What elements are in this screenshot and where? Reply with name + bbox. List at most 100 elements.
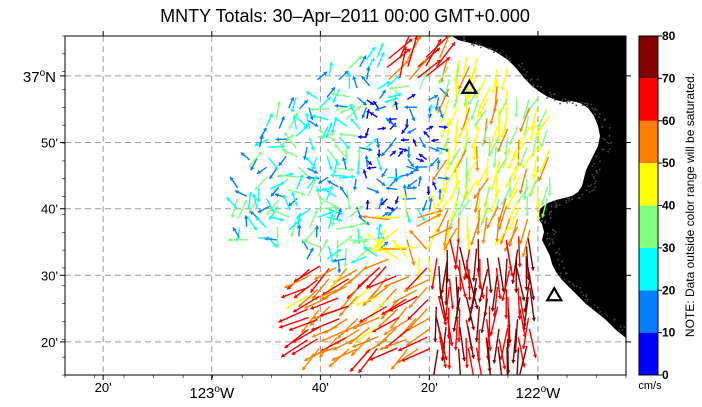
vector-shaft: [516, 347, 520, 375]
coast-dot: [544, 220, 547, 223]
plot-frame: [64, 35, 627, 376]
current-vector: [436, 187, 448, 208]
vector-head: [421, 143, 426, 148]
vector-shaft: [497, 257, 505, 293]
vector-head: [481, 240, 486, 244]
current-vector: [338, 174, 355, 180]
vector-head: [339, 109, 344, 114]
vector-head: [409, 170, 414, 175]
vector-head: [403, 147, 408, 152]
current-vector: [330, 173, 348, 178]
vector-shaft: [396, 348, 419, 364]
vector-head: [350, 367, 355, 372]
current-vector: [425, 56, 451, 77]
coast-dot: [591, 190, 593, 192]
vector-shaft: [352, 316, 380, 330]
colorbar: 0 10 20 30 40 50 60 70 80: [638, 29, 676, 382]
vector-head: [331, 137, 336, 142]
current-vector: [401, 125, 408, 135]
current-vector: [471, 136, 477, 161]
current-vector: [478, 87, 491, 110]
current-vector: [440, 99, 450, 123]
vector-head: [392, 239, 397, 244]
current-vector: [305, 156, 317, 170]
coast-dot: [607, 142, 610, 145]
vector-head: [474, 126, 479, 131]
vector-head: [298, 303, 303, 308]
colorbar-unit: cm/s: [638, 380, 662, 392]
coast-dot: [594, 113, 597, 116]
vector-shaft: [455, 186, 461, 207]
vector-shaft: [470, 217, 481, 246]
vector-head: [501, 201, 506, 206]
current-vector: [405, 209, 412, 224]
coast-dot: [623, 326, 626, 328]
vector-shaft: [347, 221, 368, 229]
vector-head: [330, 222, 336, 227]
vector-head: [462, 276, 467, 281]
vector-shaft: [453, 297, 461, 332]
vector-head: [407, 129, 412, 134]
current-vector: [534, 115, 550, 137]
vector-head: [313, 209, 318, 214]
vector-head: [439, 151, 443, 156]
vector-head: [478, 298, 483, 303]
current-vector: [430, 258, 438, 290]
colorbar-tick-label: 50: [662, 156, 676, 170]
current-vector: [513, 139, 528, 159]
vector-head: [400, 137, 405, 143]
vector-head: [383, 331, 388, 335]
vector-head: [362, 214, 366, 219]
vector-head: [475, 231, 481, 235]
current-vector: [511, 328, 517, 364]
current-vector: [288, 111, 299, 130]
vector-head: [373, 138, 378, 143]
vector-head: [304, 112, 310, 117]
current-vector: [334, 103, 348, 109]
current-vector: [332, 258, 347, 263]
current-vector: [528, 328, 538, 359]
vector-head: [227, 237, 232, 243]
current-vector: [412, 138, 417, 147]
vector-shaft: [497, 128, 509, 153]
coast-dot: [606, 315, 608, 317]
coast-dot: [565, 199, 568, 202]
vector-head: [329, 363, 334, 367]
vector-head: [401, 357, 406, 362]
current-vector: [491, 68, 498, 94]
coast-dot: [548, 213, 551, 216]
vector-head: [505, 204, 510, 209]
vector-shaft: [489, 126, 498, 149]
vector-shaft: [506, 247, 514, 277]
vector-head: [412, 139, 417, 143]
current-vector: [358, 347, 378, 374]
vector-shaft: [408, 58, 428, 81]
vector-head: [517, 376, 521, 380]
vector-head: [276, 101, 281, 105]
coast-dot: [475, 41, 478, 44]
vector-head: [440, 134, 445, 139]
current-vector: [406, 93, 416, 100]
vector-head: [250, 211, 255, 216]
vector-head: [397, 359, 402, 364]
x-tick-label: 40': [312, 380, 329, 395]
current-vector: [297, 224, 302, 237]
coast-dot: [536, 78, 539, 81]
vector-shaft: [449, 198, 458, 222]
coast-dot: [547, 244, 550, 247]
scale-bar-line: [568, 246, 606, 253]
vector-head: [363, 247, 368, 251]
vector-head: [531, 317, 536, 322]
current-vector: [417, 59, 442, 79]
current-vector: [332, 337, 357, 351]
vector-head: [319, 353, 324, 358]
colorbar-segment: [639, 290, 658, 333]
vector-head: [244, 215, 249, 219]
vector-head: [375, 214, 379, 219]
vector-shaft: [497, 205, 508, 231]
vector-head: [429, 125, 434, 130]
coast-dot: [554, 93, 556, 96]
vector-head: [509, 194, 514, 199]
coast-dot: [477, 44, 480, 47]
vector-head: [334, 117, 339, 122]
